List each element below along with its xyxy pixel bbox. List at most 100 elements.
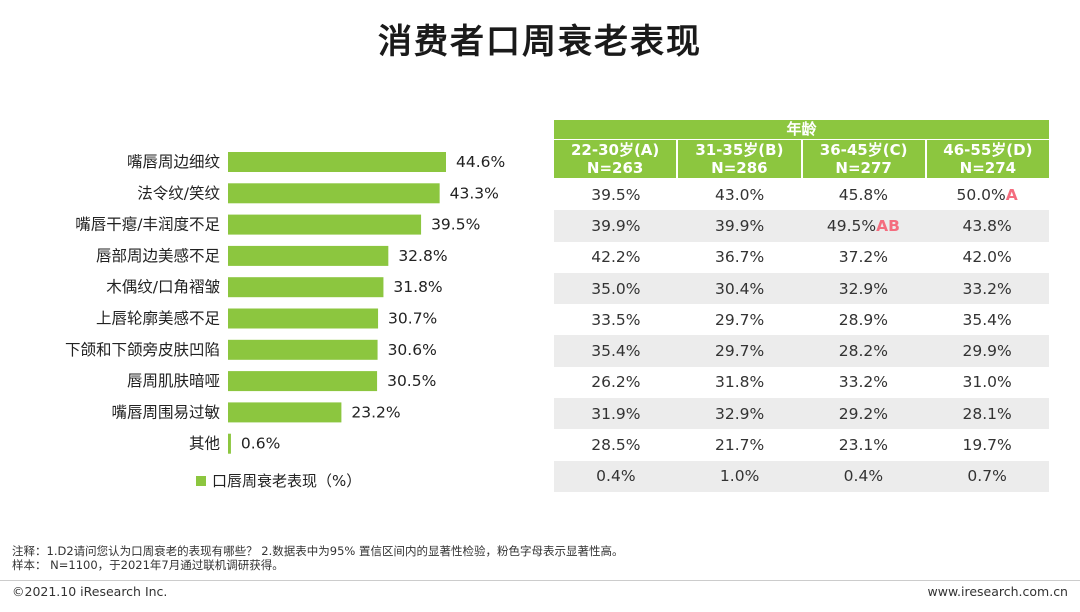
category-label: 嘴唇干瘪/丰润度不足 [75, 216, 220, 234]
value-label: 30.6% [388, 341, 437, 359]
cell-value: 39.9% [591, 216, 641, 235]
table-row: 42.2% 36.7% 37.2% 42.0% [554, 242, 1049, 273]
category-label: 嘴唇周围易过敏 [111, 403, 220, 421]
footnote-line-1: 注释：1.D2请问您认为口周衰老的表现有哪些？ 2.数据表中为95% 置信区间内… [12, 544, 624, 558]
cell-value: 43.8% [962, 216, 1012, 235]
value-label: 0.6% [241, 435, 280, 453]
value-label: 23.2% [351, 403, 400, 421]
table-cell: 32.9% [678, 405, 802, 423]
table-cell: 35.4% [554, 342, 678, 360]
cell-value: 49.5% [826, 216, 877, 235]
footnote: 注释：1.D2请问您认为口周衰老的表现有哪些？ 2.数据表中为95% 置信区间内… [12, 544, 623, 572]
cell-value: 31.0% [962, 373, 1012, 392]
column-header: 31-35岁(B) N=286 [676, 140, 801, 178]
table-cell: 45.8% [802, 186, 926, 204]
legend-swatch [196, 475, 206, 486]
table-cell: 28.1% [925, 405, 1049, 423]
bar [228, 308, 379, 329]
cell-value: 50.0% [956, 185, 1006, 204]
table-row: 31.9% 32.9% 29.2% 28.1% [554, 398, 1049, 430]
cell-value: 1.0% [719, 467, 760, 486]
table-cell: 0.7% [925, 467, 1049, 485]
table-cell: 42.0% [925, 248, 1049, 266]
column-header-group: 36-45岁(C) [819, 141, 908, 159]
table-cell: 32.9% [802, 280, 926, 298]
cell-value: 45.8% [838, 185, 888, 204]
legend-label: 口唇周衰老表现（%） [212, 472, 362, 490]
table-row: 39.5% 43.0% 45.8% 50.0%A [554, 179, 1049, 210]
cell-value: 32.9% [838, 279, 888, 298]
bar [228, 433, 231, 454]
cell-value: 35.4% [962, 310, 1012, 329]
cell-value: 28.1% [962, 404, 1012, 423]
column-header: 36-45岁(C) N=277 [800, 140, 925, 178]
cell-value: 33.2% [838, 373, 888, 392]
table-row: 35.0% 30.4% 32.9% 33.2% [554, 272, 1049, 305]
value-label: 30.7% [388, 310, 437, 328]
bar [228, 214, 422, 235]
bar [228, 277, 384, 298]
cell-value: 0.4% [843, 467, 884, 486]
table-cell: 49.5%AB [802, 217, 926, 235]
table-cell: 28.9% [802, 311, 926, 329]
column-header-sample: N=263 [586, 159, 644, 177]
page-title: 消费者口周衰老表现 [378, 22, 702, 62]
cell-value: 0.4% [596, 467, 636, 486]
value-label: 39.5% [431, 216, 480, 234]
table-cell: 42.2% [554, 248, 678, 266]
table-cell: 1.0% [678, 467, 802, 485]
table-row: 39.9% 39.9% 49.5%AB 43.8% [554, 210, 1049, 242]
table-cell: 28.2% [802, 342, 926, 360]
cell-value: 43.0% [715, 185, 765, 204]
column-header-sample: N=277 [835, 159, 892, 177]
value-label: 32.8% [398, 247, 447, 265]
table-row: 28.5% 21.7% 23.1% 19.7% [554, 429, 1049, 460]
table-cell: 30.4% [678, 280, 802, 298]
category-label: 木偶纹/口角褶皱 [106, 278, 220, 296]
table-row: 35.4% 29.7% 28.2% 29.9% [554, 335, 1049, 367]
table-cell: 31.9% [554, 405, 678, 423]
category-label: 其他 [189, 435, 220, 453]
website-link[interactable]: www.iresearch.com.cn [927, 584, 1069, 599]
table-cell: 35.0% [554, 280, 678, 298]
copyright: ©2021.10 iResearch Inc. [12, 584, 168, 599]
cell-value: 31.9% [591, 404, 641, 423]
cell-value: 29.7% [715, 310, 765, 329]
table-cell: 29.7% [678, 342, 802, 360]
column-header: 46-55岁(D) N=274 [924, 140, 1049, 178]
table-cell: 0.4% [554, 467, 678, 485]
table-group-header: 年龄 [554, 120, 1049, 139]
table-cell: 26.2% [554, 373, 678, 391]
footer-divider [0, 580, 1080, 581]
category-label: 法令纹/笑纹 [137, 184, 220, 202]
cell-value: 33.5% [591, 310, 641, 329]
cell-value: 39.5% [591, 185, 641, 204]
value-label: 43.3% [450, 184, 499, 202]
cell-value: 23.1% [838, 436, 888, 455]
bar [228, 339, 378, 360]
bar [228, 183, 440, 204]
table-body: 39.5% 43.0% 45.8% 50.0%A 39.9% 39.9% 49.5%AB 43… [554, 179, 1049, 492]
table-cell: 29.7% [678, 311, 802, 329]
value-label: 30.5% [387, 372, 436, 390]
cell-value: 29.9% [962, 342, 1012, 361]
category-label: 上唇轮廓美感不足 [96, 310, 220, 328]
bar [228, 402, 342, 423]
table-cell: 39.5% [554, 186, 678, 204]
table-cell: 39.9% [554, 217, 678, 235]
cell-value: 28.5% [591, 436, 641, 455]
table-cell: 29.2% [802, 405, 926, 423]
table-cell: 50.0%A [925, 186, 1049, 204]
column-header: 22-30岁(A) N=263 [554, 140, 677, 178]
value-label: 44.6% [456, 153, 505, 171]
table-row: 33.5% 29.7% 28.9% 35.4% [554, 304, 1049, 335]
cell-value: 42.0% [962, 248, 1012, 267]
table-cell: 43.0% [678, 186, 802, 204]
cell-value: 26.2% [591, 373, 641, 392]
table-cell: 0.4% [802, 467, 926, 485]
bar [228, 371, 378, 392]
cell-value: 29.2% [838, 404, 888, 423]
cell-value: 21.7% [715, 436, 765, 455]
category-label: 唇部周边美感不足 [96, 247, 220, 265]
chart-legend: 口唇周衰老表现（%） [196, 470, 361, 491]
